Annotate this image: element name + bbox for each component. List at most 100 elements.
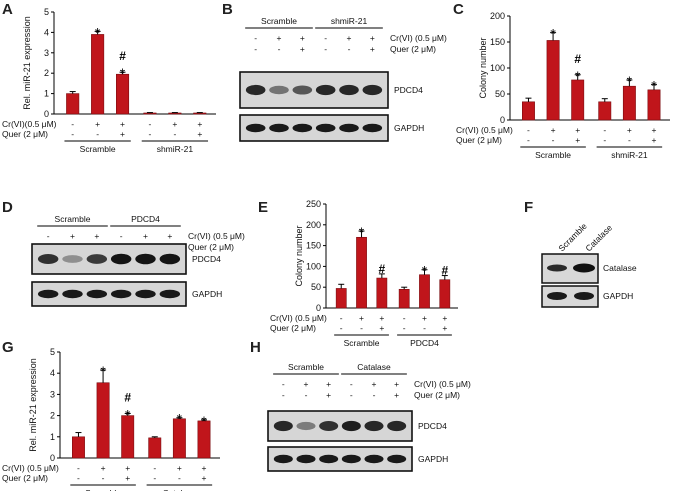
blot-band — [296, 421, 316, 431]
bar — [522, 101, 535, 121]
blot-band — [315, 84, 336, 96]
y-tick-label: 100 — [490, 63, 505, 73]
blot-band — [269, 85, 289, 95]
blot-band — [319, 454, 339, 464]
blot-band — [86, 289, 108, 299]
group-label: PDCD4 — [410, 338, 439, 348]
quer-row-label: Quer (2 μM) — [2, 473, 48, 483]
y-tick-label: 200 — [306, 220, 321, 230]
blot-band-label: GAPDH — [394, 123, 424, 133]
quer-sign: - — [96, 129, 99, 139]
quer-sign: - — [628, 135, 631, 145]
bar — [598, 101, 612, 121]
blot-band — [362, 84, 383, 96]
blot-quer-label: Quer (2 μM) — [390, 44, 436, 54]
blot-f-catalase-label: Catalase — [603, 263, 637, 273]
cr-row-label: Cr(VI) (0.5 μM) — [2, 463, 59, 473]
blot-f-lane-catalase: Catalase — [583, 222, 614, 253]
significance-star: * — [651, 78, 657, 94]
bar — [72, 436, 85, 459]
blot-quer-sign: + — [300, 44, 305, 54]
quer-sign: - — [527, 135, 530, 145]
blot-quer-sign: + — [394, 390, 399, 400]
blot-band — [315, 123, 336, 133]
y-axis-label: Colony number — [478, 37, 488, 98]
blot-band — [339, 123, 359, 133]
y-axis-label: Colony number — [294, 225, 304, 286]
blot-band — [269, 123, 289, 133]
blot-quer-sign: - — [348, 44, 351, 54]
blot-group-label: Scramble — [55, 214, 91, 224]
quer-sign: + — [442, 323, 447, 333]
blot-cr-sign: + — [300, 33, 305, 43]
blot-quer-sign: - — [350, 390, 353, 400]
blot-cr-sign: - — [324, 33, 327, 43]
bar — [66, 93, 80, 115]
significance-star: * — [177, 411, 183, 427]
cr-sign: + — [422, 313, 427, 323]
blot-cr-label: Cr(VI) (0.5 μM) — [390, 33, 447, 43]
blot-quer-sign: - — [324, 44, 327, 54]
blot-f-gapdh-membrane — [541, 285, 599, 308]
group-label: Scramble — [80, 144, 116, 154]
panel-label-f: F — [524, 199, 533, 216]
blot-cr-sign: + — [370, 33, 375, 43]
cr-sign: + — [101, 463, 106, 473]
y-tick-label: 4 — [50, 368, 55, 378]
blot-group-label: Scramble — [288, 362, 324, 372]
blot-cr-sign: - — [282, 379, 285, 389]
quer-row-label: Quer (2 μM) — [2, 129, 48, 139]
blot-band — [292, 123, 313, 133]
blot-cr-sign: - — [120, 231, 123, 241]
y-tick-label: 0 — [44, 109, 49, 119]
quer-sign: - — [423, 323, 426, 333]
bar — [168, 112, 182, 115]
blot-band — [387, 454, 407, 464]
blot-f-band — [547, 264, 567, 272]
blot-cr-sign: + — [394, 379, 399, 389]
cr-sign: + — [442, 313, 447, 323]
quer-sign: + — [120, 129, 125, 139]
blot-f-band — [547, 292, 567, 300]
bar — [143, 112, 157, 115]
blot-band — [273, 420, 293, 432]
quer-sign: + — [125, 473, 130, 483]
group-label: shmiR-21 — [611, 150, 648, 160]
y-tick-label: 1 — [44, 89, 49, 99]
quer-sign: - — [173, 129, 176, 139]
blot-cr-sign: + — [70, 231, 75, 241]
bar — [439, 279, 451, 309]
quer-row-label: Quer (2 μM) — [270, 323, 316, 333]
cr-row-label: Cr(VI)(0.5 μM) — [2, 119, 57, 129]
y-tick-label: 2 — [44, 68, 49, 78]
cr-row-label: Cr(VI) (0.5 μM) — [270, 313, 327, 323]
blot-quer-sign: - — [373, 390, 376, 400]
cr-sign: + — [551, 125, 556, 135]
cr-sign: + — [379, 313, 384, 323]
y-tick-label: 4 — [44, 27, 49, 37]
cr-sign: + — [627, 125, 632, 135]
blot-cr-sign: - — [47, 231, 50, 241]
blot-band — [339, 84, 359, 96]
cr-sign: - — [71, 119, 74, 129]
blot-quer-label: Quer (2 μM) — [188, 242, 234, 252]
y-tick-label: 3 — [44, 48, 49, 58]
cr-sign: + — [172, 119, 177, 129]
y-tick-label: 50 — [311, 282, 321, 292]
bar — [419, 274, 430, 309]
quer-sign: - — [178, 473, 181, 483]
bar — [91, 34, 105, 115]
blot-cr-sign: + — [277, 33, 282, 43]
y-tick-label: 250 — [306, 199, 321, 209]
group-label: shmiR-21 — [157, 144, 194, 154]
blot-group-label: shmiR-21 — [331, 16, 368, 26]
blot-band — [159, 289, 181, 299]
significance-star: * — [125, 406, 131, 422]
blot-cr-sign: + — [167, 231, 172, 241]
blot-band — [245, 84, 266, 96]
group-label: Scramble — [344, 338, 380, 348]
blot-f-band — [574, 292, 594, 300]
blot-group-label: PDCD4 — [131, 214, 160, 224]
bar — [398, 288, 410, 309]
